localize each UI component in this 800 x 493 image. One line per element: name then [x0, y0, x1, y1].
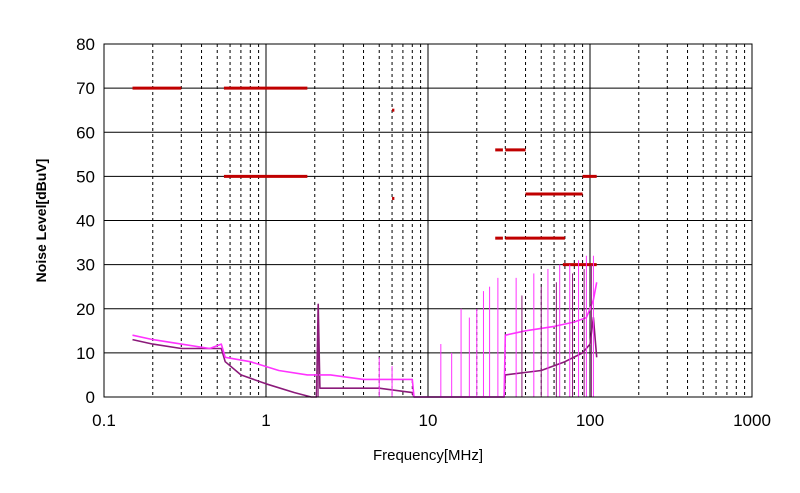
- grid-lines: [103, 43, 752, 398]
- plot-frame: [103, 43, 753, 398]
- y-tick-label: 80: [76, 35, 95, 54]
- x-tick-label: 1: [261, 411, 270, 430]
- y-tick-label: 60: [76, 123, 95, 142]
- x-tick-label: 1000: [733, 411, 771, 430]
- x-tick-label: 100: [576, 411, 604, 430]
- tick-labels: 0.1 1 10 100 1000 0 10 20 30 40 50 60 70 80: [76, 35, 771, 430]
- y-axis-label: Noise Level[dBuV]: [33, 159, 49, 283]
- y-tick-label: 30: [76, 256, 95, 275]
- x-tick-label: 10: [419, 411, 438, 430]
- limit-lines: [132, 86, 597, 267]
- y-tick-label: 10: [76, 344, 95, 363]
- y-tick-label: 0: [86, 388, 95, 407]
- x-tick-label: 0.1: [92, 411, 116, 430]
- series-line: [132, 282, 598, 398]
- series-group: [132, 282, 598, 398]
- y-tick-label: 40: [76, 212, 95, 231]
- y-tick-label: 50: [76, 167, 95, 186]
- y-tick-label: 70: [76, 79, 95, 98]
- y-tick-label: 20: [76, 300, 95, 319]
- series-line: [132, 303, 598, 398]
- spike-group: [317, 255, 594, 397]
- x-axis-label: Frequency[MHz]: [373, 447, 483, 464]
